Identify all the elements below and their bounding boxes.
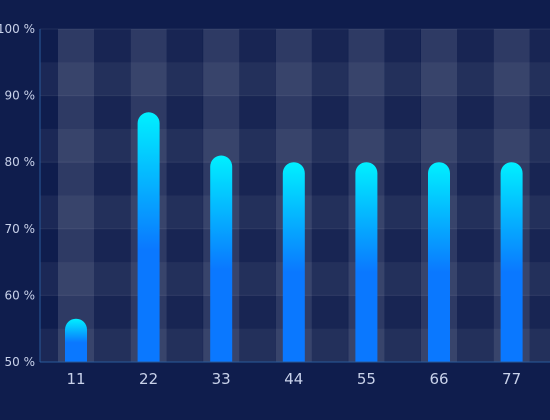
bar-44 — [282, 162, 305, 362]
x-tick-label: 11 — [66, 370, 85, 388]
row-band — [40, 128, 550, 163]
x-tick-label: 55 — [357, 370, 376, 388]
bar-55 — [355, 162, 378, 362]
bar-66 — [428, 162, 450, 362]
y-tick-label: 90 % — [5, 89, 36, 103]
bar-11 — [65, 318, 87, 362]
category-band-alt — [239, 29, 276, 362]
x-tick-label: 33 — [212, 370, 231, 388]
y-tick-label: 80 % — [5, 155, 36, 169]
x-tick-label: 22 — [139, 370, 158, 388]
bars — [65, 112, 523, 363]
y-tick-label: 100 % — [0, 22, 35, 36]
x-tick-label: 77 — [502, 370, 521, 388]
bar-22 — [137, 112, 160, 363]
category-band-alt — [311, 29, 348, 362]
tick-labels: 50 % 60 % 70 % 80 % 90 % 100 % 11 22 33 44 55 66 77 — [0, 22, 521, 388]
y-tick-label: 70 % — [5, 222, 36, 236]
y-tick-label: 60 % — [5, 288, 36, 302]
x-tick-label: 66 — [429, 370, 448, 388]
category-band-alt — [529, 29, 550, 362]
category-band — [58, 29, 94, 362]
category-band-alt — [384, 29, 421, 362]
bar-77 — [500, 162, 523, 362]
y-tick-label: 50 % — [5, 355, 36, 369]
category-band-alt — [166, 29, 203, 362]
bar-33 — [210, 155, 233, 362]
x-tick-label: 44 — [284, 370, 303, 388]
axes — [39, 29, 550, 363]
row-band — [40, 62, 550, 96]
category-band-alt — [94, 29, 130, 362]
category-band-alt — [457, 29, 493, 362]
